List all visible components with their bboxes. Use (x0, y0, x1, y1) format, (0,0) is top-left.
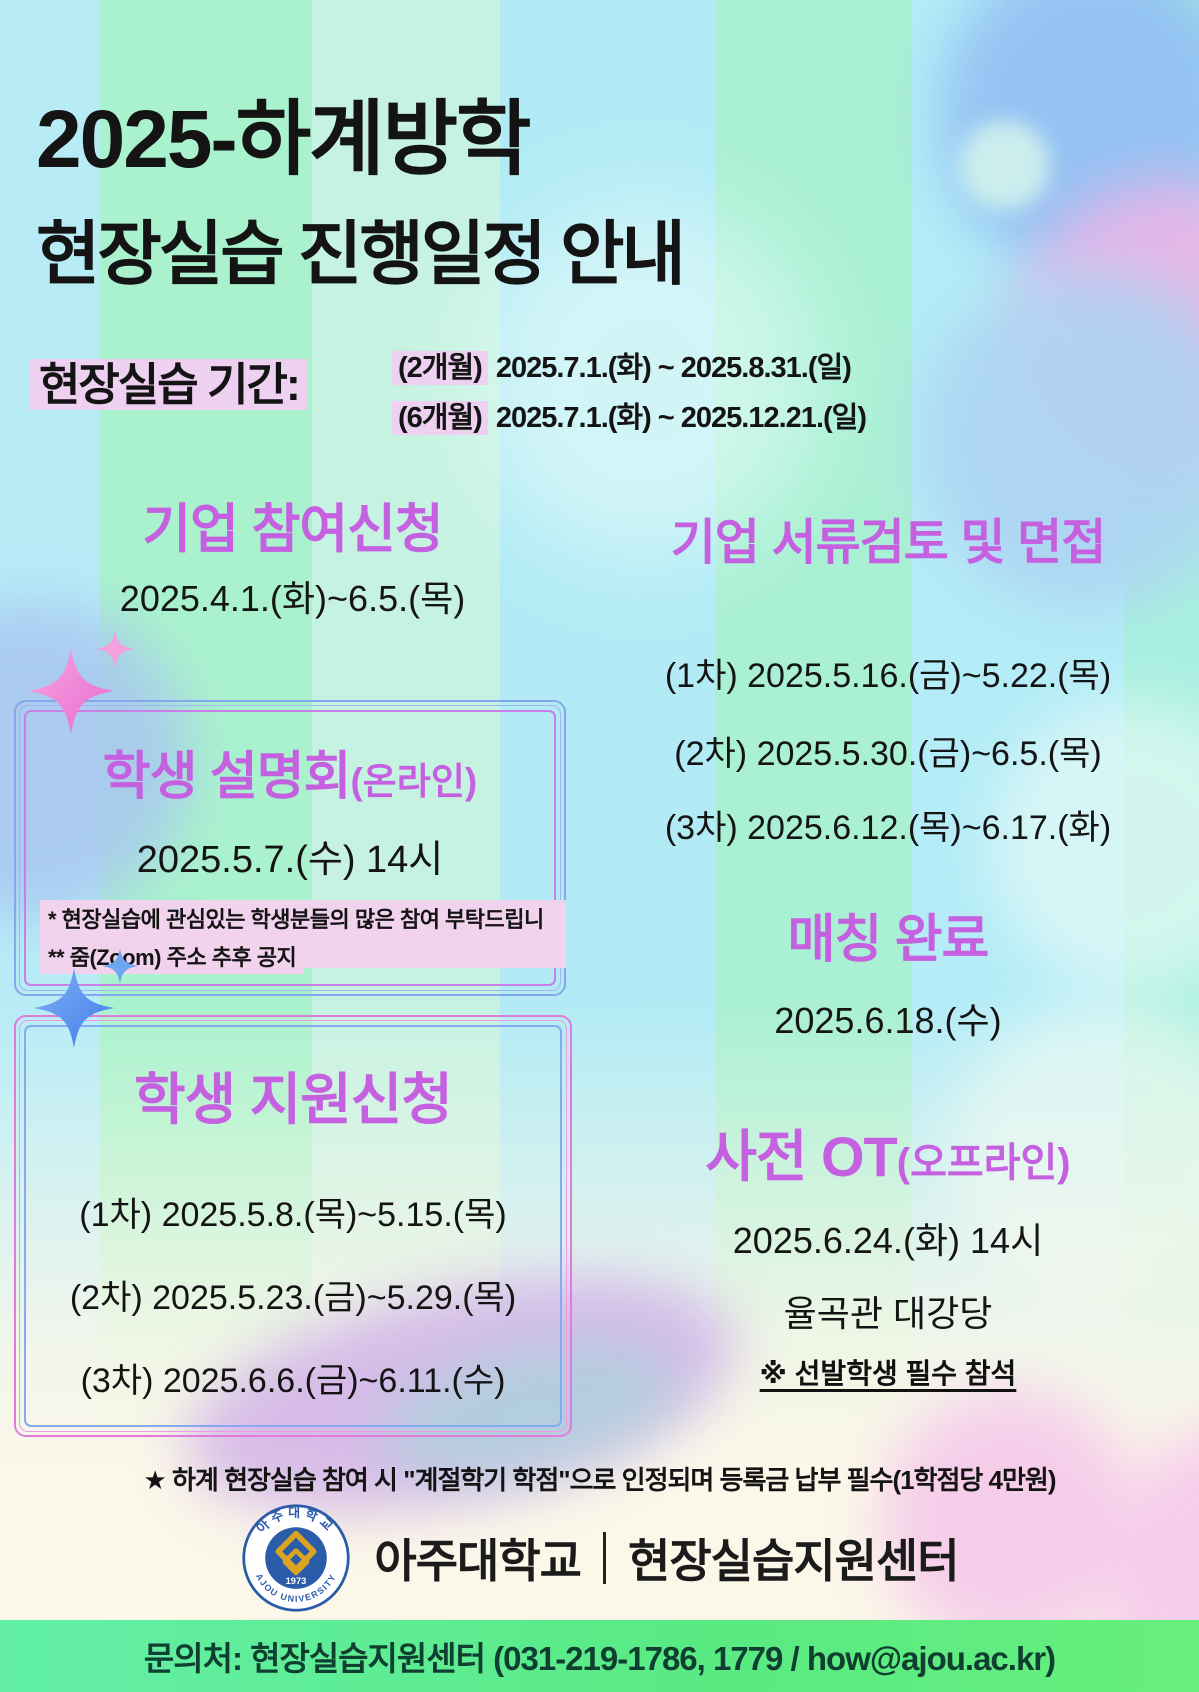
section-title-company-review: 기업 서류검토 및 면접 (670, 516, 1107, 570)
blue-sparkle-icon (34, 968, 114, 1048)
ot-date: 2025.6.24.(화) 14시 (732, 1220, 1044, 1261)
matching-date: 2025.6.18.(수) (774, 1000, 1002, 1041)
logo-knot-lower (282, 1548, 310, 1576)
section-title-student-apply: 학생 지원신청 (134, 1068, 453, 1131)
briefing-note-2: ** 줌(Zoom) 주소 추후 공지 (40, 938, 305, 974)
period-row-2month: (2개월) 2025.7.1.(화) ~ 2025.8.31.(일) (392, 344, 852, 386)
company-review-round-2: (2차) 2025.5.30.(금)~6.5.(목) (674, 735, 1102, 773)
period-tag-2month: (2개월) (392, 351, 488, 385)
logo-divider (603, 1532, 607, 1584)
section-title-matching: 매칭 완료 (787, 911, 990, 969)
section-title-student-briefing: 학생 설명회(온라인) (14, 734, 566, 809)
ot-title-text: 사전 OT (705, 1125, 897, 1188)
period-dates-2month: 2025.7.1.(화) ~ 2025.8.31.(일) (495, 352, 852, 384)
blob-top-small-mint (960, 120, 1050, 210)
blob-bottom-pink1 (880, 1390, 1140, 1650)
credit-footnote: ★ 하계 현장실습 참여 시 "계절학기 학점"으로 인정되며 등록금 납부 필… (143, 1465, 1056, 1495)
ot-subtitle: (오프라인) (896, 1141, 1071, 1185)
poster-title-line2: 현장실습 진행일정 안내 (36, 215, 686, 293)
student-apply-box: 학생 지원신청 (1차) 2025.5.8.(목)~5.15.(목) (2차) … (14, 1015, 572, 1437)
briefing-subtitle: (온라인) (350, 761, 478, 802)
company-apply-date: 2025.4.1.(화)~6.5.(목) (119, 578, 466, 619)
logo-row: 아주대학교 AJOU UNIVERSITY 1973 아주대학교 현장실습지원센… (0, 1502, 1199, 1614)
student-apply-round-2: (2차) 2025.5.23.(금)~5.29.(목) (69, 1279, 517, 1317)
period-dates-6month: 2025.7.1.(화) ~ 2025.12.21.(일) (495, 402, 867, 434)
blue-sparkle-small-icon (102, 948, 138, 984)
period-tag-6month: (6개월) (392, 401, 488, 435)
blob-top-right-blue2 (920, 270, 1199, 610)
logo-year: 1973 (286, 1576, 307, 1586)
section-title-company-apply: 기업 참여신청 (142, 500, 443, 559)
company-review-round-1: (1차) 2025.5.16.(금)~5.22.(목) (664, 657, 1112, 695)
section-title-ot: 사전 OT(오프라인) (583, 1112, 1193, 1193)
student-apply-round-3: (3차) 2025.6.6.(금)~6.11.(수) (80, 1362, 506, 1400)
period-row-6month: (6개월) 2025.7.1.(화) ~ 2025.12.21.(일) (392, 394, 867, 436)
logo-knot-upper (275, 1530, 317, 1572)
ajou-university-logo: 아주대학교 AJOU UNIVERSITY 1973 (242, 1504, 351, 1612)
poster-title-line1: 2025-하계방학 (36, 94, 531, 185)
ot-note: ※ 선발학생 필수 참석 (759, 1358, 1017, 1389)
student-apply-round-1: (1차) 2025.5.8.(목)~5.15.(목) (79, 1196, 507, 1234)
contact-footer: 문의처: 현장실습지원센터 (031-219-1786, 1779 / how@… (0, 1620, 1199, 1692)
company-review-round-3: (3차) 2025.6.12.(목)~6.17.(화) (664, 809, 1112, 847)
logo-inner-circle (265, 1527, 328, 1589)
university-name: 아주대학교 (374, 1535, 582, 1587)
briefing-date: 2025.5.7.(수) 14시 (136, 839, 444, 881)
period-label: 현장실습 기간: (30, 348, 308, 413)
pink-sparkle-icon (28, 648, 114, 734)
student-briefing-box: 학생 설명회(온라인) 2025.5.7.(수) 14시 * 현장실습에 관심있… (14, 700, 566, 996)
period-label-text: 현장실습 기간: (30, 359, 308, 410)
briefing-title-text: 학생 설명회 (102, 748, 352, 806)
center-name: 현장실습지원센터 (628, 1535, 960, 1587)
blob-title-glow (470, 200, 820, 560)
pink-sparkle-small-icon (96, 630, 134, 668)
ot-place: 율곡관 대강당 (783, 1293, 993, 1334)
